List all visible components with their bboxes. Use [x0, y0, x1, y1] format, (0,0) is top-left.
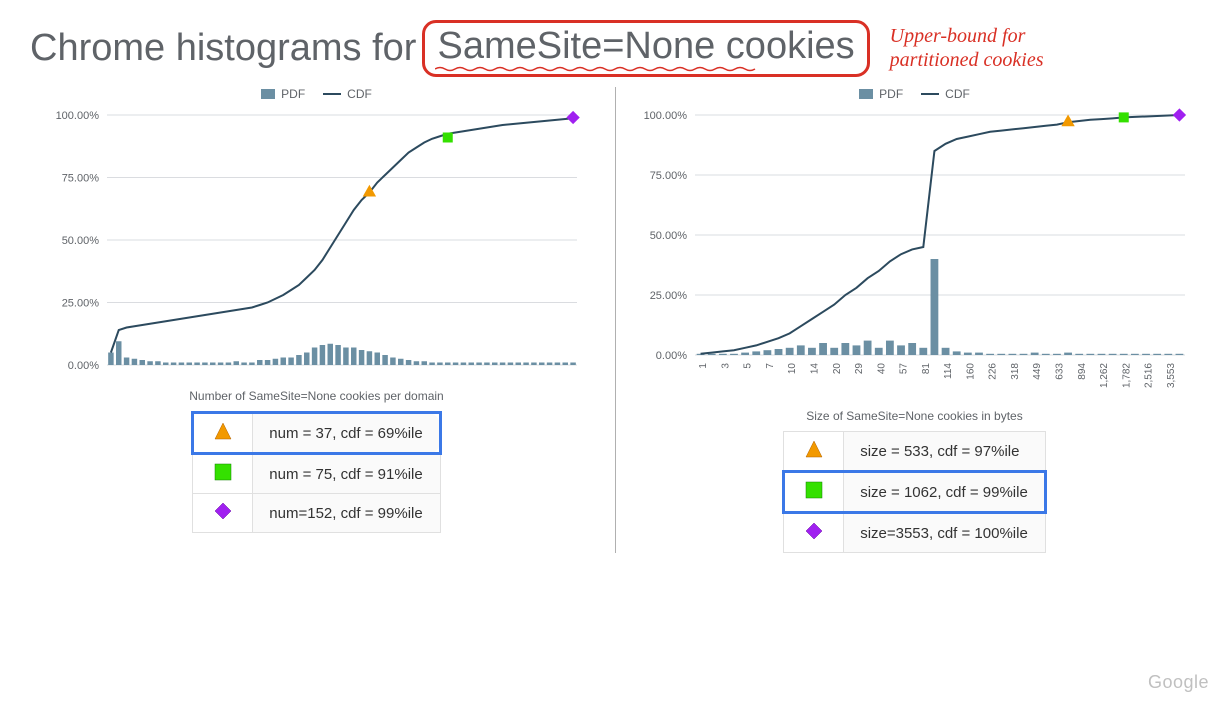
pdf-swatch-icon — [859, 89, 873, 99]
svg-text:75.00%: 75.00% — [649, 170, 687, 182]
pdf-swatch-icon — [261, 89, 275, 99]
marker-row: num=152, cdf = 99%ile — [193, 494, 440, 533]
cdf-swatch-icon — [323, 93, 341, 95]
svg-text:100.00%: 100.00% — [55, 110, 99, 122]
marker-text: num = 37, cdf = 69%ile — [253, 413, 440, 454]
svg-text:226: 226 — [987, 363, 998, 380]
svg-text:50.00%: 50.00% — [61, 235, 99, 247]
annotation-line1: Upper-bound for — [890, 24, 1044, 48]
right-chart-column: PDF CDF 0.00% 25.00% 50.00% 75.00% 100.00% 1 3… — [616, 87, 1201, 553]
svg-text:1,262: 1,262 — [1099, 363, 1110, 388]
right-subtitle: Size of SameSite=None cookies in bytes — [806, 409, 1022, 423]
svg-text:1,782: 1,782 — [1121, 363, 1132, 388]
legend-pdf-label: PDF — [281, 87, 305, 101]
svg-text:14: 14 — [809, 363, 820, 375]
svg-text:25.00%: 25.00% — [61, 298, 99, 310]
marker-text: size = 533, cdf = 97%ile — [844, 432, 1046, 472]
triangle-marker-icon — [193, 413, 253, 454]
left-chart-column: PDF CDF 0.00% 25.00% 50.00% 75.00% 100.00% N… — [30, 87, 616, 553]
marker-row: num = 75, cdf = 91%ile — [193, 454, 440, 494]
svg-text:1: 1 — [698, 363, 709, 369]
annotation-line2: partitioned cookies — [890, 48, 1044, 72]
cdf-swatch-icon — [921, 93, 939, 95]
left-histogram-chart: 0.00% 25.00% 50.00% 75.00% 100.00% — [47, 105, 587, 385]
legend-cdf: CDF — [323, 87, 372, 101]
diamond-marker-icon — [193, 494, 253, 533]
right-histogram-chart: 0.00%25.00%50.00%75.00%100.00%1357101420… — [635, 105, 1195, 405]
svg-text:100.00%: 100.00% — [643, 110, 687, 122]
svg-text:3: 3 — [720, 363, 731, 369]
svg-text:25.00%: 25.00% — [649, 290, 687, 302]
svg-text:3,553: 3,553 — [1165, 363, 1176, 388]
svg-text:633: 633 — [1054, 363, 1065, 380]
legend-cdf-label: CDF — [347, 87, 372, 101]
left-subtitle: Number of SameSite=None cookies per doma… — [189, 389, 443, 403]
triangle-marker-icon — [784, 432, 844, 472]
svg-text:10: 10 — [787, 363, 798, 375]
legend-pdf: PDF — [261, 87, 305, 101]
legend-pdf-label: PDF — [879, 87, 903, 101]
square-marker-icon — [193, 454, 253, 494]
marker-row: num = 37, cdf = 69%ile — [193, 413, 440, 454]
marker-row: size = 533, cdf = 97%ile — [784, 432, 1046, 472]
page-title: Chrome histograms for SameSite=None cook… — [30, 20, 870, 77]
svg-text:57: 57 — [898, 363, 909, 375]
right-legend: PDF CDF — [859, 87, 970, 101]
svg-text:114: 114 — [943, 363, 954, 379]
handwritten-annotation: Upper-bound for partitioned cookies — [890, 24, 1044, 72]
svg-text:160: 160 — [965, 363, 976, 380]
svg-text:5: 5 — [742, 363, 753, 369]
legend-pdf: PDF — [859, 87, 903, 101]
marker-text: num=152, cdf = 99%ile — [253, 494, 440, 533]
squiggle-underline — [435, 66, 836, 72]
svg-text:50.00%: 50.00% — [649, 230, 687, 242]
marker-row: size = 1062, cdf = 99%ile — [784, 472, 1046, 513]
svg-text:20: 20 — [831, 363, 842, 375]
diamond-marker-icon — [784, 513, 844, 553]
title-row: Chrome histograms for SameSite=None cook… — [30, 20, 1201, 77]
title-prefix: Chrome histograms for — [30, 27, 416, 70]
svg-text:75.00%: 75.00% — [61, 173, 99, 185]
svg-text:894: 894 — [1076, 363, 1087, 380]
marker-row: size=3553, cdf = 100%ile — [784, 513, 1046, 553]
svg-text:81: 81 — [920, 363, 931, 375]
legend-cdf: CDF — [921, 87, 970, 101]
google-logo: Google — [1148, 672, 1209, 693]
svg-text:2,516: 2,516 — [1143, 363, 1154, 388]
svg-text:29: 29 — [854, 363, 865, 375]
svg-text:0.00%: 0.00% — [67, 360, 98, 372]
square-marker-icon — [784, 472, 844, 513]
left-marker-table: num = 37, cdf = 69%ilenum = 75, cdf = 91… — [191, 411, 441, 533]
svg-text:449: 449 — [1032, 363, 1043, 380]
right-marker-table: size = 533, cdf = 97%ilesize = 1062, cdf… — [782, 431, 1047, 553]
title-highlighted: SameSite=None cookies — [422, 20, 869, 77]
left-legend: PDF CDF — [261, 87, 372, 101]
charts-container: PDF CDF 0.00%25.00%50.00%75.00%100.00% N… — [30, 87, 1201, 553]
marker-text: num = 75, cdf = 91%ile — [253, 454, 440, 494]
svg-text:7: 7 — [764, 363, 775, 369]
svg-text:40: 40 — [876, 363, 887, 375]
legend-cdf-label: CDF — [945, 87, 970, 101]
marker-text: size=3553, cdf = 100%ile — [844, 513, 1046, 553]
marker-text: size = 1062, cdf = 99%ile — [844, 472, 1046, 513]
svg-text:318: 318 — [1009, 363, 1020, 380]
title-boxed-text: SameSite=None cookies — [437, 25, 854, 67]
svg-text:0.00%: 0.00% — [655, 350, 686, 362]
